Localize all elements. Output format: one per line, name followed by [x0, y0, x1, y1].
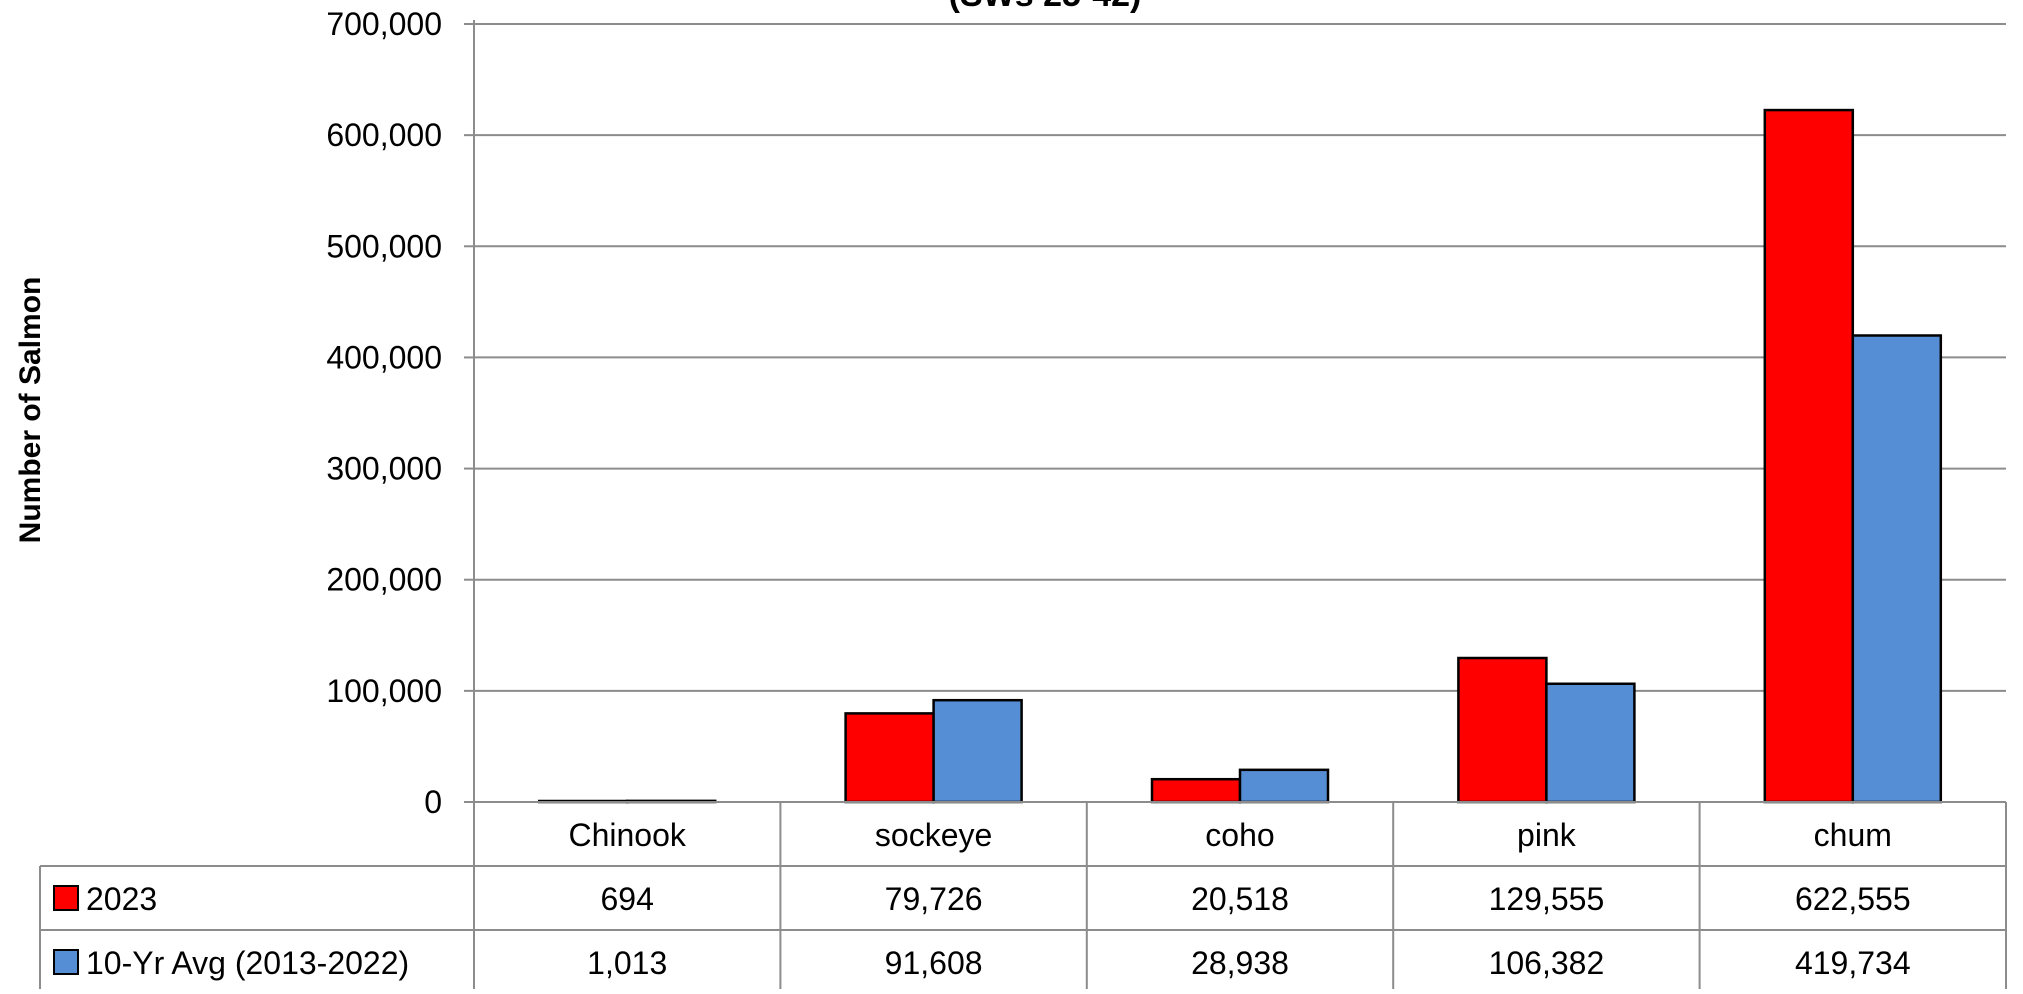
y-tick-label: 200,000	[326, 562, 442, 598]
category-label: pink	[1517, 817, 1577, 853]
bars	[537, 108, 1943, 804]
bar	[844, 712, 935, 804]
data-label: 91,608	[885, 945, 983, 981]
data-label: 622,555	[1795, 881, 1911, 917]
y-tick-label: 100,000	[326, 673, 442, 709]
data-label: 28,938	[1191, 945, 1289, 981]
y-tick-label: 600,000	[326, 117, 442, 153]
y-tick-label: 700,000	[326, 6, 442, 42]
bar	[932, 698, 1023, 804]
y-tick-label: 500,000	[326, 228, 442, 264]
y-axis-ticks: 0 100,000 200,000 300,000 400,000 500,000 600,…	[326, 6, 442, 820]
legend-series-name: 10-Yr Avg (2013-2022)	[86, 945, 409, 981]
legend-key	[53, 949, 79, 975]
legend-key	[53, 885, 79, 911]
data-table: Chinook sockeye coho pink chum 2023 694 79,726 2…	[39, 801, 2007, 994]
y-tick-label: 400,000	[326, 339, 442, 375]
data-label: 694	[601, 881, 654, 917]
data-label: 20,518	[1191, 881, 1289, 917]
chart-title: (SWs 25-42)	[949, 0, 1142, 14]
bar	[1545, 682, 1636, 804]
data-label: 129,555	[1489, 881, 1605, 917]
category-label: chum	[1814, 817, 1892, 853]
y-tick-label: 0	[424, 784, 442, 820]
y-axis-label: Number of Salmon	[14, 277, 47, 544]
legend-series-name: 2023	[86, 881, 157, 917]
bar	[1457, 656, 1548, 804]
category-label: Chinook	[568, 817, 686, 853]
data-label: 419,734	[1795, 945, 1911, 981]
data-label: 106,382	[1489, 945, 1605, 981]
bar	[1763, 108, 1855, 804]
category-label: sockeye	[875, 817, 992, 853]
data-label: 1,013	[587, 945, 667, 981]
data-label: 79,726	[885, 881, 983, 917]
bar	[1238, 768, 1330, 804]
gridlines	[464, 20, 2006, 803]
bar	[1851, 334, 1943, 804]
category-label: coho	[1205, 817, 1274, 853]
bar	[1150, 777, 1242, 804]
y-tick-label: 300,000	[326, 451, 442, 487]
